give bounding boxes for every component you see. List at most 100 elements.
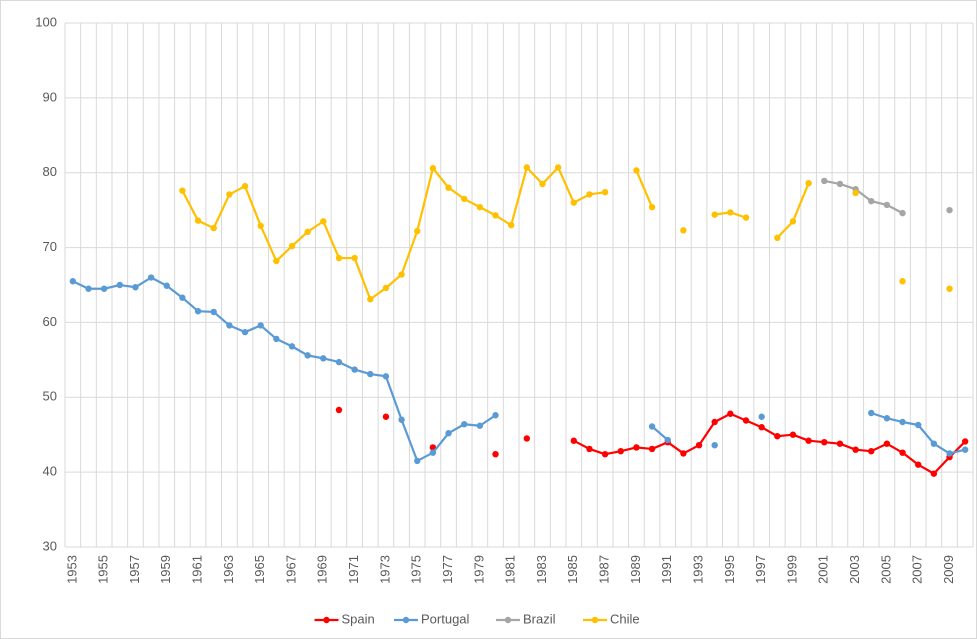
x-tick-label: 1997 xyxy=(753,555,768,584)
point xyxy=(554,164,562,171)
point xyxy=(492,450,499,458)
x-tick-label: 2009 xyxy=(941,555,956,584)
point xyxy=(617,447,624,455)
point xyxy=(398,416,405,423)
legend-label: Brazil xyxy=(523,611,556,626)
point xyxy=(116,281,123,289)
legend-marker xyxy=(504,616,512,624)
point xyxy=(476,422,484,429)
point xyxy=(648,445,656,453)
point xyxy=(523,164,531,171)
point xyxy=(69,278,77,285)
point xyxy=(194,217,202,224)
x-tick-label: 1985 xyxy=(565,555,580,584)
point xyxy=(414,457,421,465)
point xyxy=(946,450,953,457)
point xyxy=(586,191,593,198)
y-tick-label: 50 xyxy=(43,389,57,404)
point xyxy=(852,189,859,197)
x-tick-label: 1989 xyxy=(628,555,643,584)
point xyxy=(398,271,405,278)
point xyxy=(648,423,656,430)
y-tick-label: 70 xyxy=(43,239,57,254)
point xyxy=(915,461,922,468)
point xyxy=(695,441,703,449)
x-tick-label: 1995 xyxy=(722,555,737,584)
point xyxy=(382,413,390,420)
x-tick-label: 1981 xyxy=(503,555,518,584)
point xyxy=(382,373,390,380)
legend-marker xyxy=(323,616,330,624)
point xyxy=(241,328,249,336)
point xyxy=(163,282,170,289)
point xyxy=(257,222,264,230)
point xyxy=(930,440,938,447)
point xyxy=(335,406,343,414)
point xyxy=(241,182,249,190)
y-tick-label: 100 xyxy=(35,14,57,29)
point xyxy=(758,424,765,431)
point xyxy=(132,284,139,291)
point xyxy=(476,203,484,211)
point xyxy=(492,212,499,219)
x-tick-label: 1993 xyxy=(690,555,705,584)
point xyxy=(461,195,468,203)
point xyxy=(946,206,953,214)
point xyxy=(680,227,687,234)
y-tick-label: 30 xyxy=(43,538,57,553)
x-tick-label: 1967 xyxy=(283,555,298,584)
x-tick-label: 1969 xyxy=(315,555,330,584)
point xyxy=(226,322,233,329)
point xyxy=(883,415,891,422)
point xyxy=(492,412,499,419)
legend-marker xyxy=(402,616,410,624)
point xyxy=(821,439,828,446)
point xyxy=(899,418,906,426)
point xyxy=(883,440,891,447)
point xyxy=(648,203,656,211)
point xyxy=(210,308,217,316)
x-tick-label: 1955 xyxy=(96,555,111,584)
x-tick-label: 1983 xyxy=(534,555,549,584)
x-tick-label: 1977 xyxy=(440,555,455,584)
point xyxy=(742,417,750,424)
point xyxy=(774,234,781,242)
point xyxy=(226,191,233,198)
point xyxy=(320,218,327,225)
x-tick-label: 1979 xyxy=(471,555,486,584)
x-tick-label: 2003 xyxy=(847,555,862,584)
y-tick-label: 40 xyxy=(43,464,57,479)
point xyxy=(711,418,718,426)
point xyxy=(789,431,797,438)
point xyxy=(946,285,953,292)
point xyxy=(961,446,969,453)
point xyxy=(367,296,374,303)
point xyxy=(335,254,343,262)
x-tick-label: 2001 xyxy=(816,555,831,584)
x-tick-label: 2005 xyxy=(878,555,893,584)
point xyxy=(852,446,859,453)
x-tick-label: 1965 xyxy=(252,555,267,584)
point xyxy=(742,214,750,221)
point xyxy=(335,358,343,366)
x-tick-label: 1999 xyxy=(784,555,799,584)
point xyxy=(570,437,577,444)
point xyxy=(273,335,280,343)
point xyxy=(147,274,155,281)
point xyxy=(883,201,891,209)
y-tick-label: 60 xyxy=(43,314,57,329)
point xyxy=(774,433,781,440)
point xyxy=(586,445,593,453)
point xyxy=(836,440,844,447)
point xyxy=(601,188,609,196)
point xyxy=(961,438,969,445)
legend-label: Chile xyxy=(610,611,640,626)
x-tick-label: 1975 xyxy=(409,555,424,584)
point xyxy=(899,449,906,456)
point xyxy=(100,285,108,292)
x-tick-label: 1959 xyxy=(158,555,173,584)
point xyxy=(805,179,812,187)
point xyxy=(930,470,938,477)
